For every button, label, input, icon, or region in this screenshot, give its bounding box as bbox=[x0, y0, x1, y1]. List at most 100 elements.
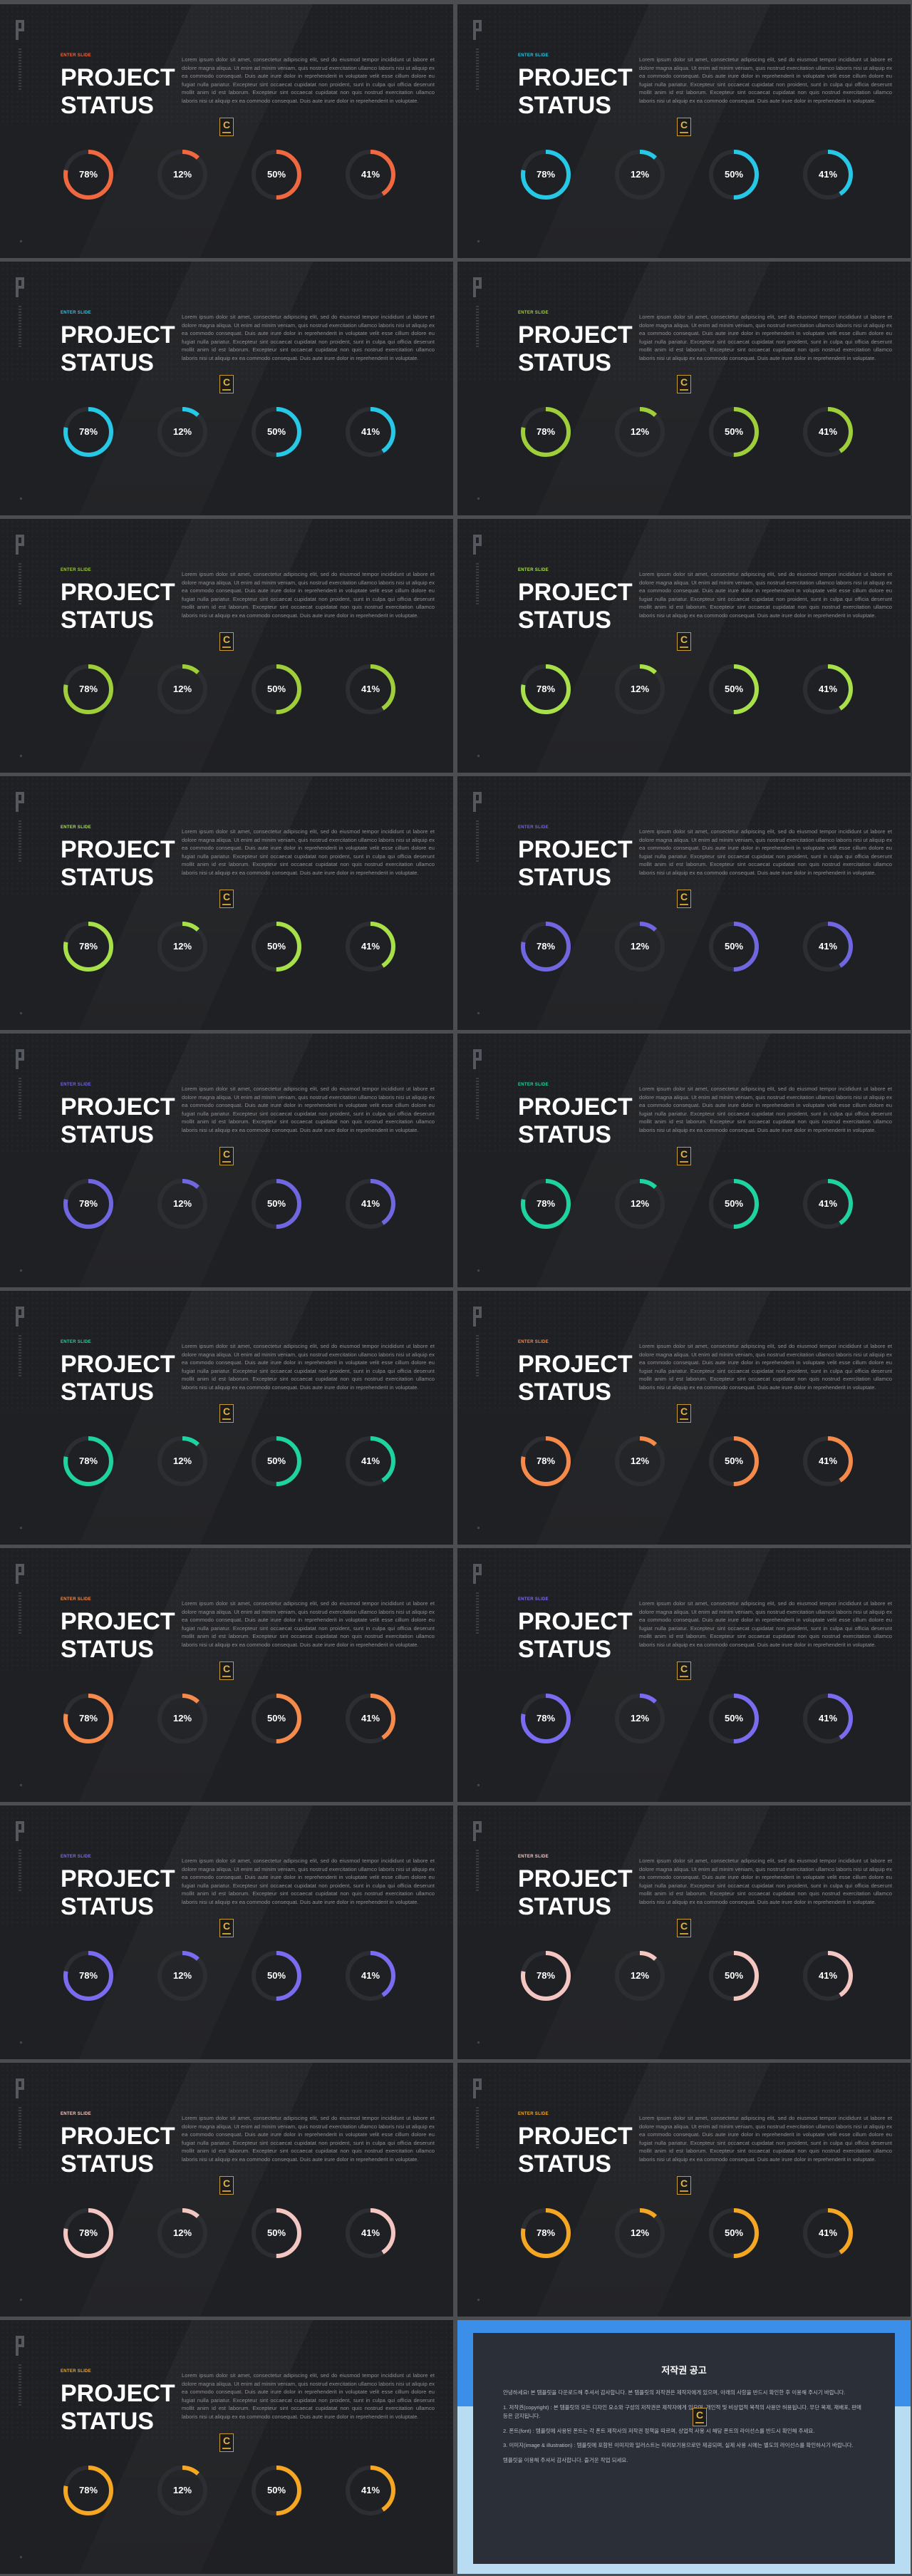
donut-value-label: 50% bbox=[724, 684, 744, 694]
progress-donut: 50% bbox=[249, 661, 304, 717]
donut-value-label: 41% bbox=[818, 426, 838, 437]
vertical-caption-decoration bbox=[19, 2107, 21, 2150]
brand-logo-icon bbox=[16, 1307, 26, 1326]
watermark-logo: C bbox=[677, 1147, 691, 1165]
vertical-caption-decoration bbox=[19, 1850, 21, 1892]
donut-value-label: 41% bbox=[818, 1456, 838, 1466]
slide-thumbnail-9[interactable]: ENTER SLIDE PROJECT STATUS Lorem ipsum d… bbox=[0, 1034, 453, 1287]
donut-progress-arc bbox=[252, 664, 301, 714]
donut-progress-arc bbox=[615, 1179, 665, 1229]
watermark-letter: C bbox=[680, 1920, 688, 1932]
slide-title-line-1: PROJECT bbox=[61, 1351, 175, 1378]
donut-progress-arc bbox=[346, 1951, 395, 2001]
slide-body-text: Lorem ipsum dolor sit amet, consectetur … bbox=[639, 1086, 892, 1133]
slide-title-line-2: STATUS bbox=[61, 92, 154, 119]
donut-ring bbox=[803, 1179, 853, 1229]
donut-ring bbox=[252, 2466, 301, 2515]
slide-thumbnail-2[interactable]: ENTER SLIDE PROJECT STATUS Lorem ipsum d… bbox=[457, 4, 911, 258]
slide-thumbnail-10[interactable]: ENTER SLIDE PROJECT STATUS Lorem ipsum d… bbox=[457, 1034, 911, 1287]
donut-progress-arc bbox=[803, 1436, 853, 1486]
slide-badge: ENTER SLIDE bbox=[61, 1340, 91, 1344]
watermark-letter: C bbox=[222, 634, 231, 645]
donut-progress-arc bbox=[709, 664, 759, 714]
watermark-logo: C bbox=[219, 1404, 234, 1423]
slide-thumbnail-11[interactable]: ENTER SLIDE PROJECT STATUS Lorem ipsum d… bbox=[0, 1291, 453, 1545]
donut-progress-arc bbox=[521, 407, 571, 457]
slide-body-text: Lorem ipsum dolor sit amet, consectetur … bbox=[182, 314, 435, 361]
slide-thumbnail-18[interactable]: ENTER SLIDE PROJECT STATUS Lorem ipsum d… bbox=[457, 2063, 911, 2317]
donut-ring bbox=[615, 1694, 665, 1743]
slide-thumbnail-3[interactable]: ENTER SLIDE PROJECT STATUS Lorem ipsum d… bbox=[0, 262, 453, 515]
copyright-notice-slide[interactable]: 저작권 공고 안녕하세요! 본 템플릿을 다운로드해 주셔서 감사합니다. 본 템… bbox=[457, 2320, 911, 2574]
progress-donuts: 78% 12% 50% 41% bbox=[518, 404, 860, 461]
slide-thumbnail-19[interactable]: ENTER SLIDE PROJECT STATUS Lorem ipsum d… bbox=[0, 2320, 453, 2574]
slide-title-line-1: PROJECT bbox=[61, 1093, 175, 1120]
donut-value-label: 12% bbox=[630, 426, 650, 437]
slide-title: PROJECT STATUS bbox=[61, 2123, 175, 2178]
donut-ring bbox=[252, 1951, 301, 2001]
watermark-logo: C bbox=[677, 375, 691, 393]
watermark-letter: C bbox=[680, 1663, 688, 1674]
donut-ring bbox=[252, 1179, 301, 1229]
slide-thumbnail-16[interactable]: ENTER SLIDE PROJECT STATUS Lorem ipsum d… bbox=[457, 1805, 911, 2059]
slide-thumbnail-15[interactable]: ENTER SLIDE PROJECT STATUS Lorem ipsum d… bbox=[0, 1805, 453, 2059]
page-indicator bbox=[477, 1527, 480, 1529]
donut-progress-arc bbox=[63, 2208, 113, 2258]
donut-progress-arc bbox=[157, 1694, 207, 1743]
slide-thumbnail-8[interactable]: ENTER SLIDE PROJECT STATUS Lorem ipsum d… bbox=[457, 776, 911, 1030]
slide-thumbnail-5[interactable]: ENTER SLIDE PROJECT STATUS Lorem ipsum d… bbox=[0, 519, 453, 773]
slide-thumbnail-6[interactable]: ENTER SLIDE PROJECT STATUS Lorem ipsum d… bbox=[457, 519, 911, 773]
donut-value-label: 12% bbox=[172, 684, 192, 694]
donut-progress-arc bbox=[157, 1436, 207, 1486]
progress-donut: 12% bbox=[155, 919, 210, 974]
donut-ring bbox=[252, 150, 301, 200]
donut-value-label: 41% bbox=[818, 1713, 838, 1724]
slide-title: PROJECT STATUS bbox=[61, 1865, 175, 1921]
donut-ring bbox=[157, 1694, 207, 1743]
watermark-letter: C bbox=[680, 119, 688, 130]
donut-progress-arc bbox=[157, 150, 207, 200]
donut-progress-arc bbox=[709, 1951, 759, 2001]
slide-thumbnail-14[interactable]: ENTER SLIDE PROJECT STATUS Lorem ipsum d… bbox=[457, 1548, 911, 1802]
page-indicator bbox=[477, 1012, 480, 1014]
page-indicator bbox=[20, 498, 22, 500]
slide-body-text: Lorem ipsum dolor sit amet, consectetur … bbox=[639, 1858, 892, 1905]
donut-value-label: 50% bbox=[266, 1970, 286, 1981]
progress-donuts: 78% 12% 50% 41% bbox=[61, 919, 403, 976]
donut-value-label: 41% bbox=[361, 1970, 380, 1981]
slide-thumbnail-17[interactable]: ENTER SLIDE PROJECT STATUS Lorem ipsum d… bbox=[0, 2063, 453, 2317]
page-indicator bbox=[477, 755, 480, 757]
donut-value-label: 50% bbox=[266, 426, 286, 437]
progress-donut: 41% bbox=[343, 1691, 398, 1746]
progress-donut: 12% bbox=[612, 1176, 668, 1232]
slide-title-line-2: STATUS bbox=[61, 1121, 154, 1148]
donut-progress-arc bbox=[521, 2208, 571, 2258]
slide-thumbnail-1[interactable]: ENTER SLIDE PROJECT STATUS Lorem ipsum d… bbox=[0, 4, 453, 258]
watermark-logo: C bbox=[219, 890, 234, 908]
vertical-caption-decoration bbox=[19, 1335, 21, 1378]
vertical-caption-decoration bbox=[19, 1078, 21, 1120]
slide-title-line-1: PROJECT bbox=[61, 321, 175, 349]
progress-donut: 41% bbox=[343, 1433, 398, 1489]
page-indicator bbox=[477, 1269, 480, 1272]
slide-thumbnail-4[interactable]: ENTER SLIDE PROJECT STATUS Lorem ipsum d… bbox=[457, 262, 911, 515]
donut-ring bbox=[615, 1436, 665, 1486]
brand-logo-icon bbox=[473, 792, 483, 812]
brand-logo-icon bbox=[16, 2078, 26, 2098]
slide-thumbnail-13[interactable]: ENTER SLIDE PROJECT STATUS Lorem ipsum d… bbox=[0, 1548, 453, 1802]
donut-ring bbox=[709, 407, 759, 457]
slide-thumbnail-12[interactable]: ENTER SLIDE PROJECT STATUS Lorem ipsum d… bbox=[457, 1291, 911, 1545]
donut-progress-arc bbox=[252, 1694, 301, 1743]
watermark-logo: C bbox=[219, 632, 234, 651]
page-indicator bbox=[477, 1784, 480, 1786]
donut-value-label: 50% bbox=[724, 426, 744, 437]
notice-paragraph: 템플릿을 이용해 주셔서 감사합니다. 즐거운 작업 되세요. bbox=[503, 2456, 628, 2463]
donut-ring bbox=[346, 407, 395, 457]
progress-donuts: 78% 12% 50% 41% bbox=[61, 404, 403, 461]
slide-title-line-2: STATUS bbox=[518, 92, 611, 119]
slide-thumbnail-7[interactable]: ENTER SLIDE PROJECT STATUS Lorem ipsum d… bbox=[0, 776, 453, 1030]
slide-title-line-2: STATUS bbox=[518, 864, 611, 891]
slide-badge: ENTER SLIDE bbox=[518, 568, 549, 572]
donut-ring bbox=[346, 1951, 395, 2001]
donut-ring bbox=[521, 2208, 571, 2258]
